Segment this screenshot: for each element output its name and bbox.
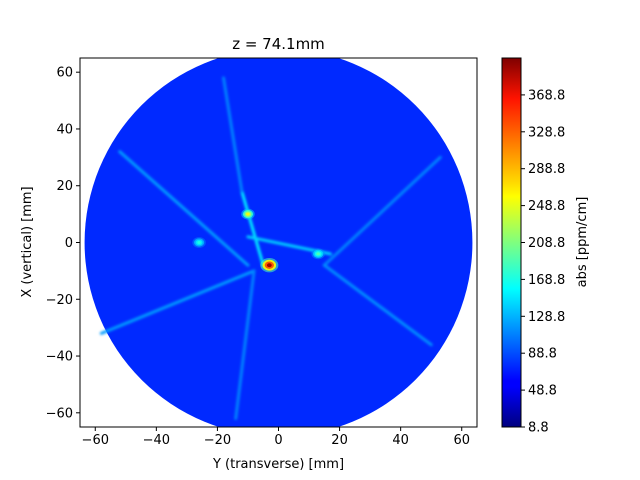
chart-title: z = 74.1mm <box>232 35 325 53</box>
colorbar-gradient <box>501 57 522 428</box>
y-axis-label: X (vertical) [mm] <box>20 186 35 297</box>
hotspot-mark <box>246 212 250 216</box>
y-axis: −60 −40 −20 0 20 40 60 <box>46 66 80 421</box>
x-tick-label: 0 <box>274 433 282 448</box>
x-tick-label: 60 <box>453 433 470 448</box>
x-axis: −60 −40 −20 0 20 40 60 <box>82 427 470 448</box>
ridge-line <box>240 189 265 267</box>
y-tick-label: 40 <box>56 122 73 137</box>
ridge-line <box>222 76 244 193</box>
colorbar-tick-label: 88.8 <box>528 347 557 362</box>
colorbar-tick-label: 128.8 <box>528 310 565 325</box>
colorbar-tick-label: 328.8 <box>528 125 565 140</box>
y-tick-label: −60 <box>46 406 73 421</box>
y-tick-label: 0 <box>65 236 73 251</box>
ridge-line <box>234 269 256 420</box>
x-tick-label: −40 <box>143 433 170 448</box>
ridge-line <box>99 269 256 335</box>
ridge-layer <box>99 76 442 420</box>
colorbar-label: abs [ppm/cm] <box>575 197 590 288</box>
ridge-line <box>322 155 442 267</box>
heatmap <box>84 58 473 427</box>
hotspot-mark <box>316 252 321 256</box>
y-tick-label: −40 <box>46 350 73 365</box>
colorbar-tick-label: 368.8 <box>528 88 565 103</box>
y-tick-label: 20 <box>56 179 73 194</box>
ridge-line <box>118 150 250 267</box>
hotspot-mark <box>266 263 272 268</box>
colorbar: 8.8 48.8 88.8 128.8 168.8 208.8 248.8 288.8 328.… <box>501 57 590 436</box>
x-tick-label: −60 <box>82 433 109 448</box>
x-tick-label: 40 <box>392 433 409 448</box>
hotspot-layer <box>192 208 325 273</box>
y-tick-label: 60 <box>56 66 73 81</box>
colorbar-tick-label: 48.8 <box>528 384 557 399</box>
x-tick-label: 20 <box>331 433 348 448</box>
colorbar-tick-label: 208.8 <box>528 236 565 251</box>
colorbar-tick-label: 8.8 <box>528 421 549 436</box>
x-axis-label: Y (transverse) [mm] <box>212 457 344 472</box>
colorbar-tick-label: 248.8 <box>528 199 565 214</box>
colorbar-tick-label: 288.8 <box>528 162 565 177</box>
colorbar-ticks: 8.8 48.8 88.8 128.8 168.8 208.8 248.8 288.8 328.… <box>521 88 565 436</box>
y-tick-label: −20 <box>46 293 73 308</box>
colorbar-tick-label: 168.8 <box>528 273 565 288</box>
ridge-line <box>322 263 433 347</box>
x-tick-label: −20 <box>204 433 231 448</box>
hotspot-mark <box>197 241 201 244</box>
